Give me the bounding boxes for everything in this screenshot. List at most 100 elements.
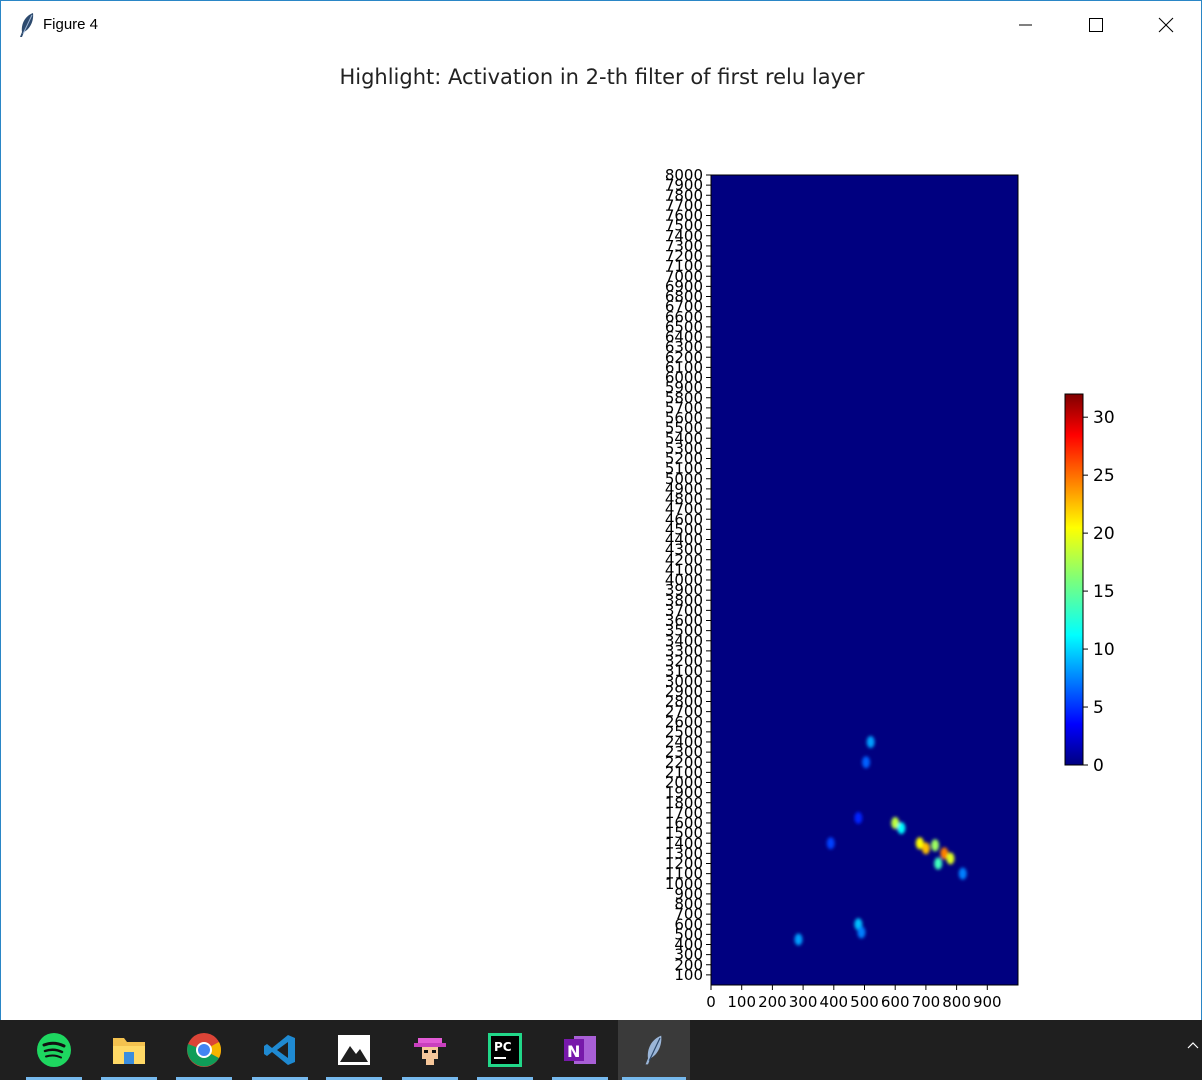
heatmap-hotspot-5: [940, 847, 949, 860]
y-tick-label: 700: [674, 905, 703, 923]
y-tick-label: 5900: [665, 379, 703, 397]
y-tick-label: 6600: [665, 308, 703, 326]
taskbar-file-explorer[interactable]: [97, 1020, 161, 1080]
running-indicator: [101, 1077, 157, 1080]
y-tick-label: 3300: [665, 642, 703, 660]
y-tick-label: 2700: [665, 703, 703, 721]
x-tick-label: 900: [973, 993, 1002, 1011]
y-tick-label: 2200: [665, 753, 703, 771]
colorbar-tick-label: 15: [1093, 582, 1115, 602]
vscode-icon: [264, 1035, 295, 1065]
heatmap-hotspot-15: [958, 867, 967, 880]
y-tick-label: 3400: [665, 632, 703, 650]
x-tick-label: 600: [881, 993, 910, 1011]
y-tick-label: 4700: [665, 500, 703, 518]
y-tick-label: 4600: [665, 510, 703, 528]
y-tick-label: 1800: [665, 794, 703, 812]
y-tick-label: 7700: [665, 196, 703, 214]
y-tick-label: 2900: [665, 682, 703, 700]
minimize-button[interactable]: [991, 1, 1061, 49]
y-tick-label: 600: [674, 915, 703, 933]
chrome-icon: [187, 1033, 221, 1067]
y-tick-label: 6300: [665, 338, 703, 356]
y-tick-label: 6500: [665, 318, 703, 336]
heatmap-hotspot-13: [826, 837, 835, 850]
y-tick-label: 1900: [665, 784, 703, 802]
heatmap-hotspot-9: [862, 756, 871, 769]
maximize-icon: [1089, 18, 1103, 32]
y-tick-label: 3000: [665, 672, 703, 690]
x-tick-label: 0: [706, 993, 716, 1011]
figure-window: Figure 4 Highlight: Activation in 2-th f…: [0, 0, 1202, 1020]
feather-icon: [645, 1035, 662, 1065]
title-bar[interactable]: Figure 4: [1, 1, 1201, 49]
y-tick-label: 900: [674, 885, 703, 903]
taskbar-onenote[interactable]: N: [548, 1020, 612, 1080]
svg-text:PC: PC: [494, 1040, 512, 1054]
y-tick-label: 5100: [665, 460, 703, 478]
y-tick-label: 1100: [665, 865, 703, 883]
y-tick-label: 2300: [665, 743, 703, 761]
colorbar-tick-label: 0: [1093, 756, 1104, 776]
y-tick-label: 5700: [665, 399, 703, 417]
y-tick-label: 7300: [665, 237, 703, 255]
y-tick-label: 500: [674, 925, 703, 943]
y-tick-label: 1000: [665, 875, 703, 893]
running-indicator: [552, 1077, 608, 1080]
y-tick-label: 6900: [665, 277, 703, 295]
x-tick-label: 400: [819, 993, 848, 1011]
running-indicator: [402, 1077, 458, 1080]
y-tick-label: 2100: [665, 763, 703, 781]
taskbar-chrome[interactable]: [172, 1020, 236, 1080]
taskbar-spotify[interactable]: [22, 1020, 86, 1080]
x-tick-label: 800: [942, 993, 971, 1011]
y-tick-label: 7800: [665, 186, 703, 204]
colorbar-tick-label: 30: [1093, 408, 1115, 428]
spotify-icon: [37, 1033, 71, 1067]
y-tick-label: 4100: [665, 561, 703, 579]
y-tick-label: 5400: [665, 429, 703, 447]
y-tick-label: 4800: [665, 490, 703, 508]
x-tick-label: 700: [912, 993, 941, 1011]
y-tick-label: 8000: [665, 166, 703, 184]
y-tick-label: 5500: [665, 419, 703, 437]
colorbar-tick-label: 5: [1093, 698, 1104, 718]
y-tick-label: 4300: [665, 541, 703, 559]
y-tick-label: 400: [674, 936, 703, 954]
y-tick-label: 1400: [665, 834, 703, 852]
y-tick-label: 2600: [665, 713, 703, 731]
y-tick-label: 7200: [665, 247, 703, 265]
heatmap-hotspot-4: [931, 839, 940, 852]
feather-icon: [20, 13, 34, 37]
y-tick-label: 1500: [665, 824, 703, 842]
taskbar-vscode[interactable]: [248, 1020, 312, 1080]
taskbar-figure-app[interactable]: [618, 1020, 690, 1080]
maximize-button[interactable]: [1061, 1, 1131, 49]
heatmap-hotspot-12: [794, 933, 803, 946]
running-indicator: [26, 1077, 82, 1080]
taskbar-pixel-app[interactable]: [398, 1020, 462, 1080]
heatmap-hotspot-14: [854, 811, 863, 824]
y-tick-label: 5600: [665, 409, 703, 427]
running-indicator: [622, 1077, 686, 1080]
taskbar-photos[interactable]: [322, 1020, 386, 1080]
y-tick-label: 5800: [665, 389, 703, 407]
heatmap-hotspot-3: [921, 842, 930, 855]
show-hidden-icons-chevron-icon[interactable]: [1186, 1040, 1200, 1050]
colorbar-tick-label: 10: [1093, 640, 1115, 660]
taskbar-pycharm[interactable]: PC: [473, 1020, 537, 1080]
x-tick-label: 500: [850, 993, 879, 1011]
colorbar-tick-label: 25: [1093, 466, 1115, 486]
close-button[interactable]: [1131, 1, 1201, 49]
pycharm-icon: PC: [488, 1033, 522, 1067]
y-tick-label: 7100: [665, 257, 703, 275]
svg-text:N: N: [567, 1042, 580, 1061]
y-tick-label: 200: [674, 956, 703, 974]
colorbar-tick-label: 20: [1093, 524, 1115, 544]
y-tick-label: 1700: [665, 804, 703, 822]
x-tick-label: 300: [789, 993, 818, 1011]
y-tick-label: 4200: [665, 551, 703, 569]
y-tick-label: 7400: [665, 227, 703, 245]
y-tick-label: 6000: [665, 369, 703, 387]
heatmap-background: [711, 175, 1018, 985]
